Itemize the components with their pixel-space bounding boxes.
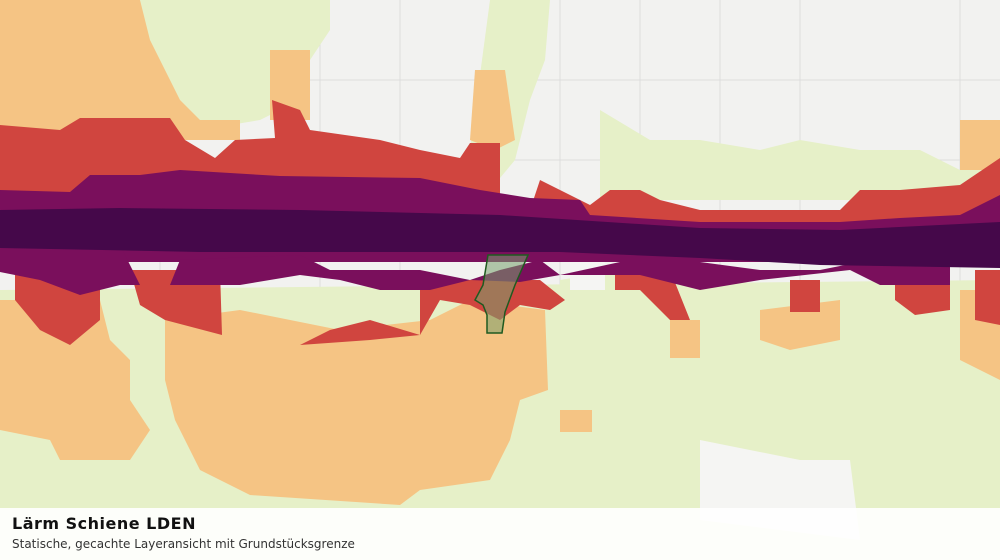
map-title: Lärm Schiene LDEN — [12, 514, 196, 533]
zone-70 — [0, 208, 1000, 268]
map-subtitle: Statische, gecachte Layeransicht mit Gru… — [12, 537, 355, 551]
parcel-boundary — [474, 254, 530, 334]
caption-panel: Lärm Schiene LDEN Statische, gecachte La… — [0, 508, 1000, 560]
zone-55 — [0, 0, 1000, 505]
